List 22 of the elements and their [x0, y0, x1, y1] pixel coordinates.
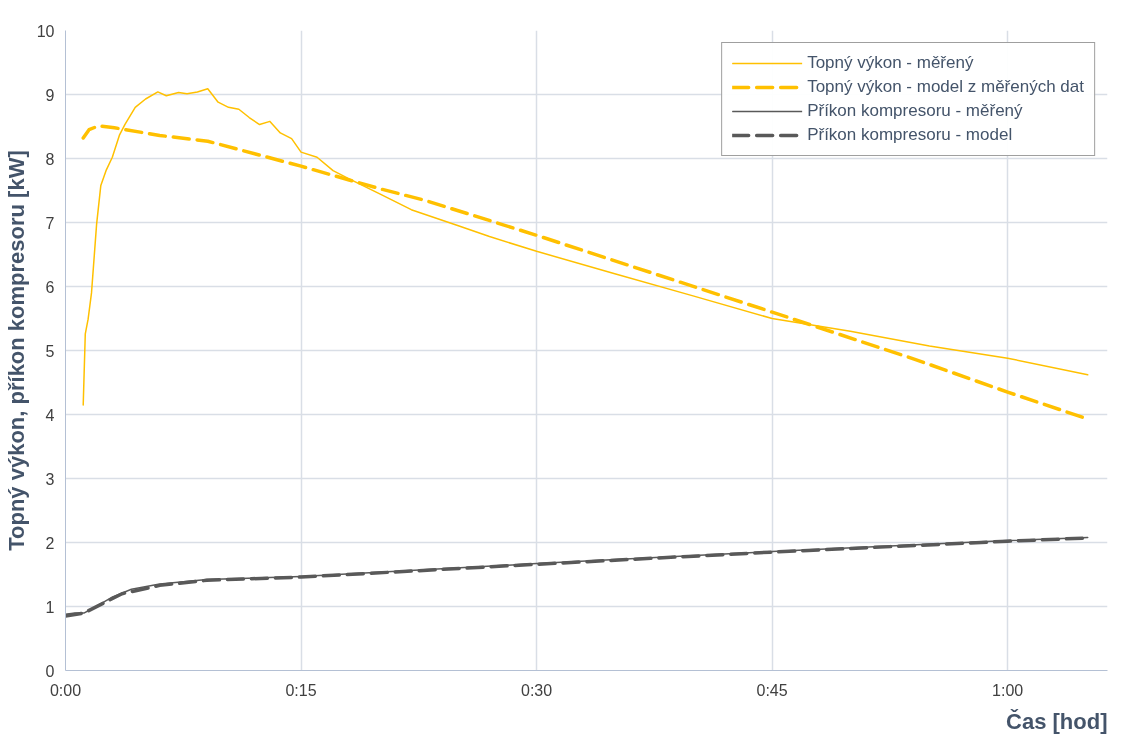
- y-tick-label: 6: [45, 278, 55, 296]
- x-tick-label: 0:30: [521, 681, 553, 699]
- y-axis-title: Topný výkon, příkon kompresoru [kW]: [3, 150, 29, 551]
- legend-label: Příkon kompresoru - model: [807, 125, 1013, 145]
- legend-label: Topný výkon - měřený: [807, 53, 974, 73]
- x-tick-label: 0:00: [49, 681, 82, 699]
- legend-label: Příkon kompresoru - měřený: [807, 101, 1023, 121]
- x-tick-label: 1:00: [992, 681, 1024, 699]
- y-tick-label: 1: [45, 598, 55, 616]
- y-tick-label: 10: [36, 22, 55, 40]
- y-tick-label: 2: [45, 534, 55, 552]
- y-tick-label: 3: [45, 470, 55, 488]
- x-axis-title: Čas [hod]: [1006, 708, 1108, 734]
- x-tick-label: 0:45: [756, 681, 788, 699]
- y-tick-label: 9: [45, 86, 55, 104]
- y-tick-label: 5: [45, 342, 55, 360]
- y-tick-label: 7: [45, 214, 55, 232]
- y-tick-label: 8: [45, 150, 55, 168]
- y-tick-label: 4: [45, 406, 55, 424]
- y-tick-label: 0: [45, 662, 55, 680]
- legend-label: Topný výkon - model z měřených dat: [807, 77, 1084, 97]
- x-tick-label: 0:15: [285, 681, 317, 699]
